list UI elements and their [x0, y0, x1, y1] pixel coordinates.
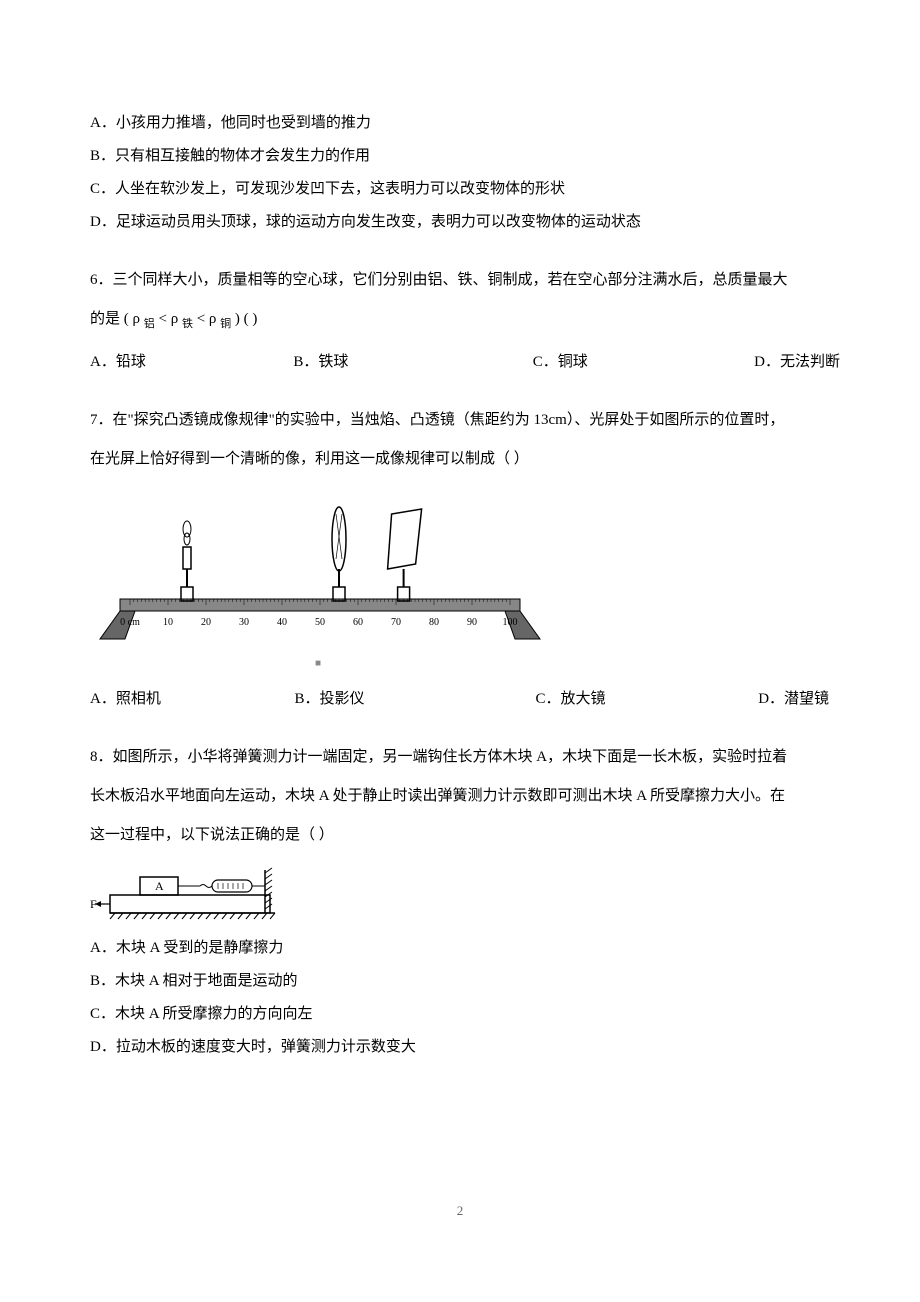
svg-text:40: 40 — [277, 617, 287, 628]
q6-pre: 的是 ( ρ — [90, 311, 144, 327]
svg-text:0 cm: 0 cm — [120, 617, 140, 628]
svg-text:20: 20 — [201, 617, 211, 628]
q7-diagram-container: 0 cm 10 20 30 40 50 60 70 80 90 100 ■ — [90, 489, 840, 676]
svg-text:60: 60 — [353, 617, 363, 628]
q6-block: 6．三个同样大小，质量相等的空心球，它们分别由铝、铁、铜制成，若在空心部分注满水… — [90, 261, 840, 339]
svg-text:70: 70 — [391, 617, 401, 628]
q8-diagram-container: FA — [90, 865, 840, 925]
q5-option-b: B．只有相互接触的物体才会发生力的作用 — [90, 143, 840, 170]
svg-text:F: F — [90, 897, 97, 911]
q6-post: ) ( ) — [231, 311, 257, 327]
svg-text:80: 80 — [429, 617, 439, 628]
q5-option-a: A．小孩用力推墙，他同时也受到墙的推力 — [90, 110, 840, 137]
q7-option-a: A．照相机 — [90, 686, 295, 713]
q6-option-d: D．无法判断 — [754, 349, 840, 376]
q8-text-line1: 8．如图所示，小华将弹簧测力计一端固定，另一端钩住长方体木块 A，木块下面是一长… — [90, 738, 840, 777]
q6-option-b: B．铁球 — [293, 349, 532, 376]
svg-text:A: A — [155, 879, 164, 893]
q5-option-c: C．人坐在软沙发上，可发现沙发凹下去，这表明力可以改变物体的形状 — [90, 176, 840, 203]
q6-sub1: 铝 — [144, 318, 155, 330]
q6-m2: < ρ — [193, 311, 220, 327]
q6-option-a: A．铅球 — [90, 349, 293, 376]
q7-option-d: D．潜望镜 — [758, 686, 840, 713]
q7-text-line2: 在光屏上恰好得到一个清晰的像，利用这一成像规律可以制成（ ） — [90, 440, 840, 479]
q7-option-c: C．放大镜 — [535, 686, 758, 713]
q7-text-line1: 7．在"探究凸透镜成像规律"的实验中，当烛焰、凸透镜（焦距约为 13cm）、光屏… — [90, 401, 840, 440]
q8-block: 8．如图所示，小华将弹簧测力计一端固定，另一端钩住长方体木块 A，木块下面是一长… — [90, 738, 840, 855]
q6-text-line1: 6．三个同样大小，质量相等的空心球，它们分别由铝、铁、铜制成，若在空心部分注满水… — [90, 261, 840, 300]
q6-option-c: C．铜球 — [533, 349, 754, 376]
q8-option-d: D．拉动木板的速度变大时，弹簧测力计示数变大 — [90, 1034, 840, 1061]
q6-options: A．铅球 B．铁球 C．铜球 D．无法判断 — [90, 349, 840, 376]
svg-text:10: 10 — [163, 617, 173, 628]
q8-text-line3: 这一过程中，以下说法正确的是（ ） — [90, 816, 840, 855]
q7-block: 7．在"探究凸透镜成像规律"的实验中，当烛焰、凸透镜（焦距约为 13cm）、光屏… — [90, 401, 840, 479]
page-number: 2 — [457, 1199, 464, 1222]
q8-diagram: FA — [90, 865, 280, 925]
q7-option-b: B．投影仪 — [295, 686, 536, 713]
svg-text:100: 100 — [503, 617, 518, 628]
svg-text:30: 30 — [239, 617, 249, 628]
q8-option-c: C．木块 A 所受摩擦力的方向向左 — [90, 1001, 840, 1028]
svg-text:90: 90 — [467, 617, 477, 628]
q5-option-d: D．足球运动员用头顶球，球的运动方向发生改变，表明力可以改变物体的运动状态 — [90, 209, 840, 236]
svg-text:50: 50 — [315, 617, 325, 628]
q8-text-line2: 长木板沿水平地面向左运动，木块 A 处于静止时读出弹簧测力计示数即可测出木块 A… — [90, 777, 840, 816]
q8-option-a: A．木块 A 受到的是静摩擦力 — [90, 935, 840, 962]
q6-sub3: 铜 — [220, 318, 231, 330]
q6-sub2: 铁 — [182, 318, 193, 330]
q8-option-b: B．木块 A 相对于地面是运动的 — [90, 968, 840, 995]
q6-text-line2: 的是 ( ρ 铝 < ρ 铁 < ρ 铜 ) ( ) — [90, 300, 840, 339]
q6-m1: < ρ — [155, 311, 182, 327]
q7-diagram: 0 cm 10 20 30 40 50 60 70 80 90 100 — [90, 489, 550, 649]
dot-marker: ■ — [315, 658, 321, 669]
q7-options: A．照相机 B．投影仪 C．放大镜 D．潜望镜 — [90, 686, 840, 713]
